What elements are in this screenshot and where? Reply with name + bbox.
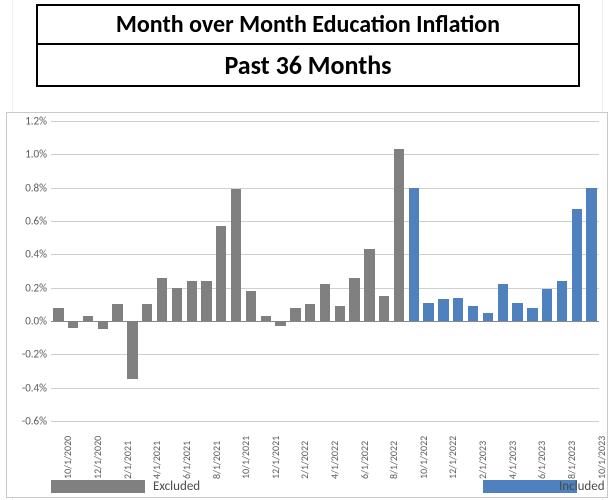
bar-excluded (305, 304, 315, 321)
x-tick-label: 2/1/2022 (298, 441, 311, 479)
bar-excluded (231, 189, 241, 321)
x-tick-label: 6/1/2023 (535, 441, 548, 479)
bar-included (483, 313, 493, 321)
gridline (51, 154, 599, 155)
bar-excluded (83, 316, 93, 321)
bar-excluded (379, 296, 389, 321)
x-tick-label: 8/1/2021 (210, 441, 223, 479)
x-tick-label: 6/1/2021 (180, 441, 193, 479)
bar-excluded (275, 321, 285, 326)
gridline (51, 221, 599, 222)
x-tick-label: 2/1/2023 (476, 441, 489, 479)
bar-included (468, 306, 478, 321)
bar-included (557, 281, 567, 321)
y-tick-label: 1.2% (11, 115, 47, 128)
x-tick-label: 8/1/2022 (387, 441, 400, 479)
x-tick-label: 12/1/2020 (91, 436, 104, 479)
gridline (51, 388, 599, 389)
bar-excluded (98, 321, 108, 329)
bar-excluded (157, 278, 167, 321)
bar-included (498, 284, 508, 321)
bar-included (512, 303, 522, 321)
y-tick-label: 0.8% (11, 181, 47, 194)
bar-included (453, 298, 463, 321)
bar-excluded (172, 288, 182, 321)
y-tick-label: -0.6% (11, 415, 47, 428)
x-axis-labels: 10/1/2020 12/1/2020 2/1/2021 4/1/2021 6/1/20… (51, 425, 599, 485)
bar-included (527, 308, 537, 321)
bar-included (542, 289, 552, 321)
figure-frame: Month over Month Education Inflation Pas… (0, 0, 611, 500)
gridline (51, 188, 599, 189)
bar-excluded (127, 321, 137, 379)
gridline (51, 121, 599, 122)
bar-included (409, 188, 419, 321)
bar-included (438, 299, 448, 321)
y-tick-label: 0.0% (11, 315, 47, 328)
x-tick-label: 4/1/2022 (328, 441, 341, 479)
legend-label: Excluded (153, 479, 200, 494)
bar-excluded (320, 284, 330, 321)
bar-excluded (290, 308, 300, 321)
bar-excluded (216, 226, 226, 321)
bar-excluded (112, 304, 122, 321)
bar-excluded (364, 249, 374, 321)
bar-excluded (246, 291, 256, 321)
bar-excluded (335, 306, 345, 321)
x-tick-label: 6/1/2022 (358, 441, 371, 479)
x-tick-label: 12/1/2021 (269, 436, 282, 479)
bar-excluded (261, 316, 271, 321)
title-line-1: Month over Month Education Inflation (38, 6, 578, 45)
legend-label: Included (559, 479, 605, 494)
bar-excluded (68, 321, 78, 328)
bar-included (586, 188, 596, 321)
x-tick-label: 2/1/2021 (121, 441, 134, 479)
x-tick-label: 12/1/2022 (446, 436, 459, 479)
y-tick-label: -0.4% (11, 381, 47, 394)
bar-excluded (187, 281, 197, 321)
x-tick-label: 10/1/2022 (417, 436, 430, 479)
chart-panel: -0.6% -0.4% -0.2% 0.0% 0.2% 0.4% 0.6% 0.8% 1.0% 1… (6, 112, 608, 498)
bar-excluded (142, 304, 152, 321)
title-table: Month over Month Education Inflation Pas… (36, 4, 580, 87)
legend: Excluded Included (13, 479, 611, 495)
y-tick-label: 0.4% (11, 248, 47, 261)
y-tick-label: 1.0% (11, 148, 47, 161)
bar-included (423, 303, 433, 321)
x-tick-label: 10/1/2023 (595, 436, 608, 479)
bar-excluded (53, 308, 63, 321)
y-tick-label: -0.2% (11, 348, 47, 361)
x-tick-label: 8/1/2023 (565, 441, 578, 479)
gridline (51, 254, 599, 255)
x-tick-label: 10/1/2021 (239, 436, 252, 479)
gridline (51, 421, 599, 422)
bar-excluded (201, 281, 211, 321)
x-tick-label: 4/1/2023 (506, 441, 519, 479)
x-tick-label: 10/1/2020 (61, 436, 74, 479)
y-tick-label: 0.2% (11, 281, 47, 294)
plot-area: -0.6%-0.4%-0.2%0.0%0.2%0.4%0.6%0.8%1.0%1… (51, 121, 599, 421)
title-line-2: Past 36 Months (38, 45, 578, 85)
x-tick-label: 4/1/2021 (150, 441, 163, 479)
bar-excluded (394, 149, 404, 321)
y-tick-label: 0.6% (11, 215, 47, 228)
bar-included (572, 209, 582, 321)
legend-swatch (51, 480, 145, 493)
bar-excluded (349, 278, 359, 321)
